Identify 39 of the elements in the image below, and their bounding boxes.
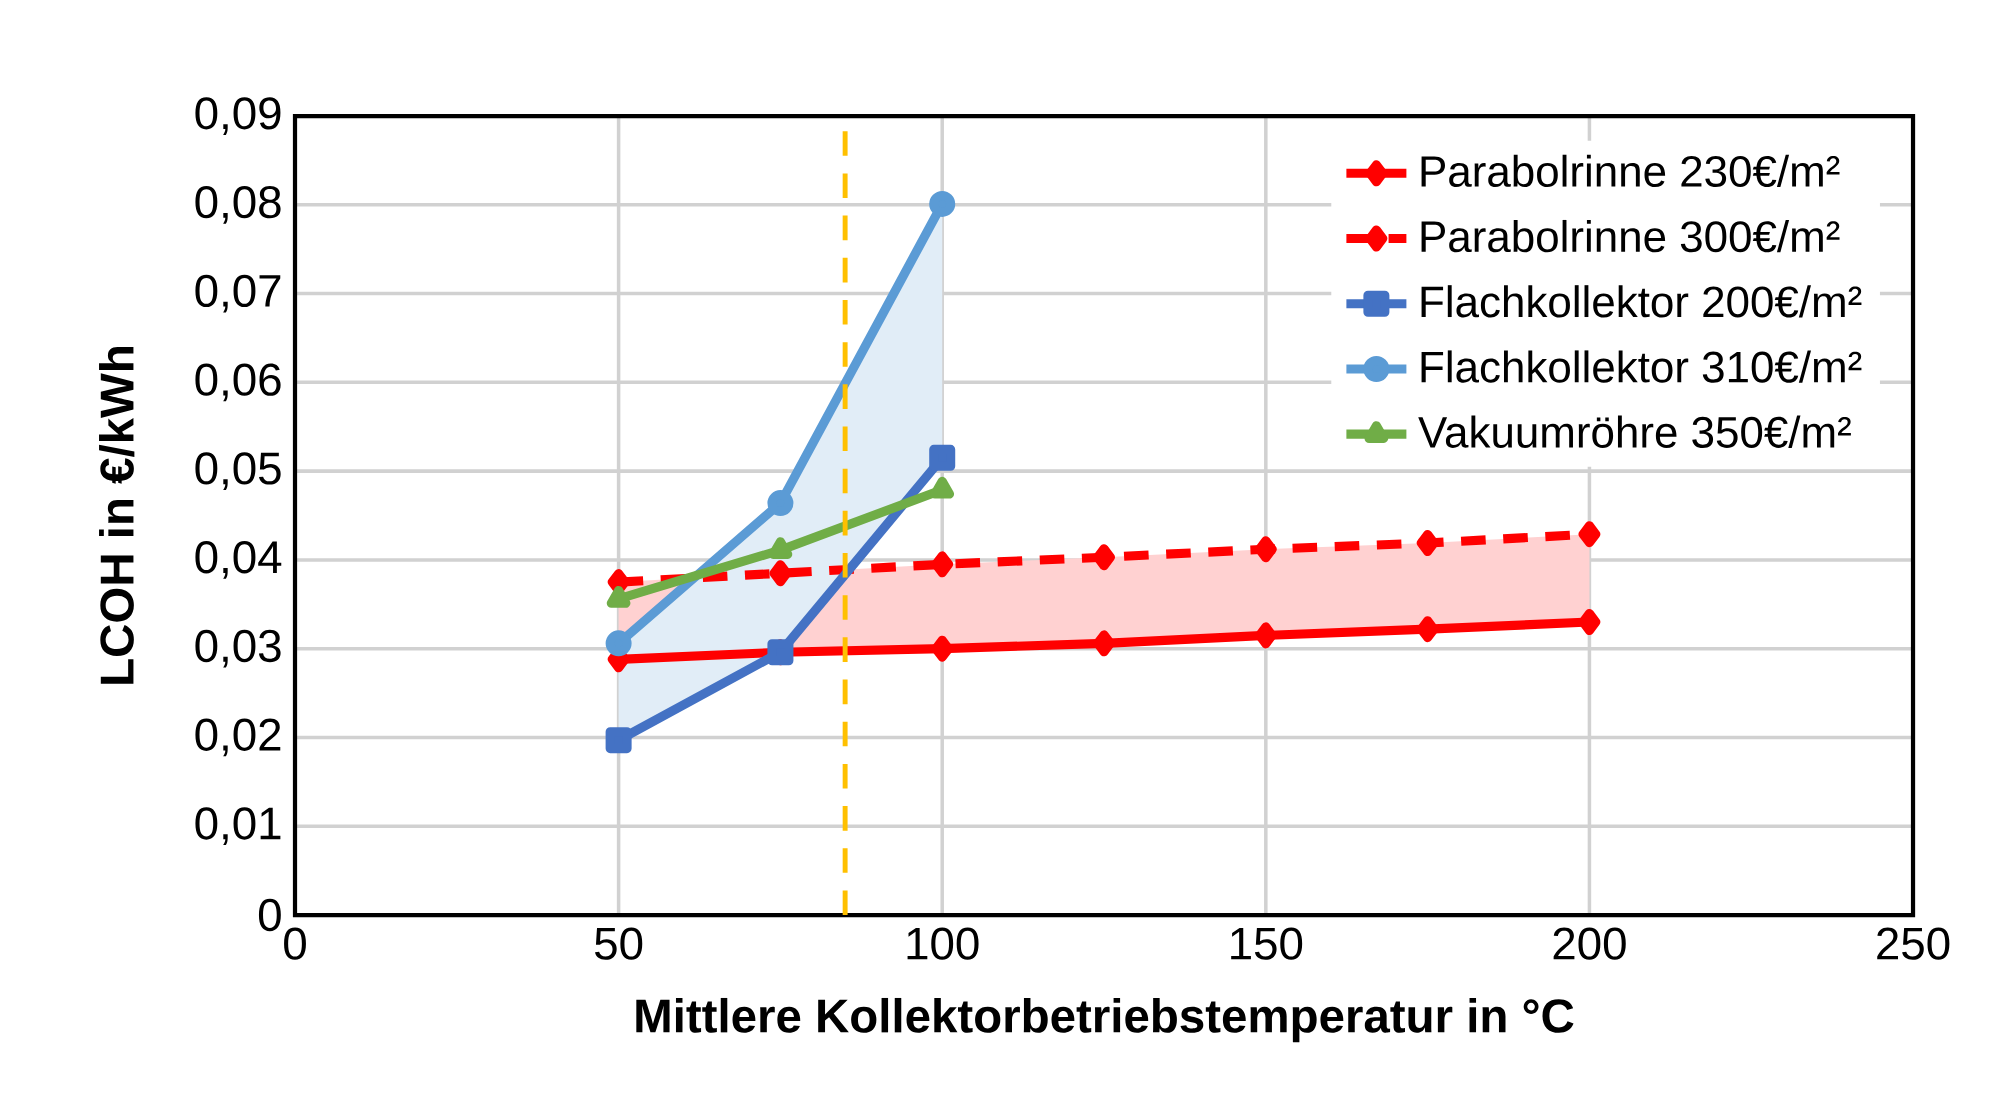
y-tick-label: 0 — [258, 898, 281, 932]
point — [1254, 536, 1277, 563]
point — [931, 635, 954, 662]
legend-label: Parabolrinne 230€/m² — [1421, 154, 1840, 188]
y-tick-label: 0,09 — [195, 97, 281, 135]
point — [1093, 630, 1115, 657]
point — [1578, 521, 1601, 548]
y-axis-title: LCOH in €/kWh — [99, 347, 135, 684]
point — [1254, 622, 1277, 649]
point — [929, 444, 956, 471]
y-tick-label: 0,01 — [195, 807, 281, 846]
x-tick-label: 0 — [284, 927, 306, 960]
y-tick-label: 0,03 — [195, 629, 281, 668]
point — [1416, 530, 1439, 557]
y-tick-label: 0,02 — [195, 718, 281, 757]
x-axis-title: Mittlere Kollektorbetriebstemperatur in °C — [636, 997, 1574, 1043]
y-tick-label: 0,06 — [195, 363, 281, 402]
point — [605, 727, 632, 754]
legend-label: Vakuumröhre 350€/m² — [1418, 415, 1851, 448]
x-tick-label: 50 — [595, 927, 643, 960]
legend-label: Parabolrinne 300€/m² — [1421, 219, 1840, 253]
y-tick-label: 0,05 — [195, 452, 281, 490]
point — [929, 190, 956, 217]
x-tick-label: 100 — [907, 927, 979, 960]
x-tick-label: 150 — [1231, 927, 1303, 960]
legend-label: Flachkollektor 310€/m² — [1421, 350, 1862, 383]
point — [1093, 544, 1115, 571]
y-tick-label: 0,07 — [195, 274, 281, 313]
point — [769, 560, 792, 587]
point — [605, 630, 632, 657]
x-tick-label: 250 — [1877, 927, 1950, 960]
legend-label: Flachkollektor 200€/m² — [1421, 285, 1862, 318]
y-tick-label: 0,08 — [195, 185, 281, 224]
point — [767, 490, 794, 517]
point — [1578, 609, 1601, 636]
point — [931, 551, 954, 578]
point — [1416, 616, 1439, 643]
x-tick-label: 200 — [1553, 927, 1626, 960]
y-tick-label: 0,04 — [195, 541, 282, 579]
